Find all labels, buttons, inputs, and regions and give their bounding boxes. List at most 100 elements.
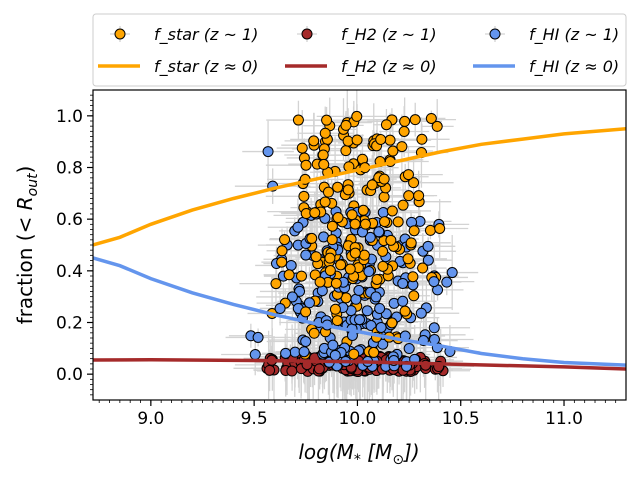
legend: f_star (z ~ 1) f_H2 (z ~ 1) f_HI (z ~ 1) f_… (92, 13, 627, 87)
scatter-point (298, 190, 310, 202)
scatter-point (351, 110, 363, 122)
scatter-point (296, 142, 308, 154)
scatter-point (386, 317, 398, 329)
scatter-point (331, 315, 343, 327)
scatter-point (252, 331, 264, 343)
scatter-point (270, 278, 282, 290)
scatter-point (326, 234, 338, 246)
scatter-point (366, 179, 378, 191)
scatter-point (413, 190, 425, 202)
scatter-point (387, 145, 399, 157)
scatter-point (324, 265, 336, 277)
scatter-point (298, 346, 310, 358)
x-tick-label: 10.5 (442, 409, 480, 429)
y-tick-label: 0.4 (56, 262, 83, 282)
scatter-point (351, 134, 363, 146)
scatter-point (286, 291, 298, 303)
scatter-point (342, 184, 354, 196)
scatter-point (321, 114, 333, 126)
scatter-point (358, 249, 370, 261)
y-tick-label: 0.0 (56, 365, 83, 385)
scatter-point (326, 220, 338, 232)
x-axis-label: log(M* [M⊙]) (298, 440, 419, 468)
legend-label: f_H2 (z ≈ 0) (341, 57, 437, 77)
scatter-point (280, 347, 292, 359)
scatter-point (373, 226, 385, 238)
scatter-point (377, 260, 389, 272)
scatter-point (335, 259, 347, 271)
scatter-point (300, 159, 312, 171)
y-tick-label: 1.0 (56, 107, 83, 127)
legend-label: f_star (z ~ 1) (154, 25, 258, 45)
scatter-point (285, 259, 297, 271)
legend-marker (114, 28, 126, 40)
scatter-point (374, 302, 386, 314)
scatter-point (319, 127, 331, 139)
scatter-point (408, 290, 420, 302)
scatter-point (344, 263, 356, 275)
trend-line (93, 256, 626, 367)
scatter-point (303, 297, 315, 309)
scatter-point (332, 212, 344, 224)
scatter-point (283, 269, 295, 281)
scatter-point (384, 134, 396, 146)
scatter-point (348, 348, 360, 360)
scatter-point (262, 146, 274, 158)
scatter-point (300, 336, 312, 348)
scatter-point (317, 149, 329, 161)
scatter-point (368, 346, 380, 358)
scatter-point (308, 327, 320, 339)
scatter-point (402, 169, 414, 181)
scatter-point (286, 365, 298, 377)
scatter-point (340, 145, 352, 157)
scatter-point (329, 349, 341, 361)
y-tick-label: 0.8 (56, 159, 83, 179)
scatter-point (377, 207, 389, 219)
scatter-point (327, 339, 339, 351)
x-tick-label: 10.0 (339, 409, 377, 429)
scatter-point (375, 134, 387, 145)
scatter-point (354, 314, 366, 326)
scatter-point (397, 295, 409, 307)
scatter-point (422, 240, 434, 252)
scatter-point (377, 245, 389, 257)
legend-marker (489, 28, 501, 40)
scatter-point (295, 270, 307, 282)
scatter-point (292, 114, 304, 126)
scatter-point (276, 245, 288, 257)
scatter-point (370, 291, 382, 303)
scatter-point (300, 249, 312, 261)
x-tick-label: 11.0 (545, 409, 583, 429)
scatter-point (314, 276, 326, 288)
scatter-point (342, 135, 354, 147)
scatter-point (403, 343, 415, 355)
scatter-point (407, 271, 419, 283)
scatter-point (324, 252, 336, 264)
legend-label: f_H2 (z ~ 1) (341, 25, 437, 45)
trend-line (93, 127, 626, 247)
scatter-point (279, 234, 291, 246)
scatter-point (397, 277, 409, 289)
scatter-point (357, 204, 369, 216)
scatter-point (329, 303, 341, 315)
scatter-point (319, 196, 331, 208)
scatter-point (402, 253, 414, 265)
scatter-point (405, 237, 417, 249)
scatter-point (322, 186, 334, 198)
scatter-point (346, 209, 358, 221)
scatter-point (398, 125, 410, 137)
scatter-point (441, 276, 453, 288)
scatter-point (349, 218, 361, 230)
scatter-point (416, 133, 428, 145)
scatter-point (289, 346, 301, 358)
scatter-point (294, 285, 306, 297)
scatter-point (422, 254, 434, 266)
scatter-point (417, 262, 429, 274)
scatter-point (380, 119, 392, 131)
axis-ticks: 9.0 9.5 10.0 10.5 11.0 0.0 0.2 0.4 0.6 0.8 1.0 (56, 94, 617, 429)
scatter-point (431, 120, 443, 132)
scatter-point (378, 191, 390, 203)
trend-line (93, 357, 626, 371)
legend-label: f_HI (z ~ 1) (529, 25, 619, 45)
legend-label: f_star (z ≈ 0) (154, 57, 258, 77)
